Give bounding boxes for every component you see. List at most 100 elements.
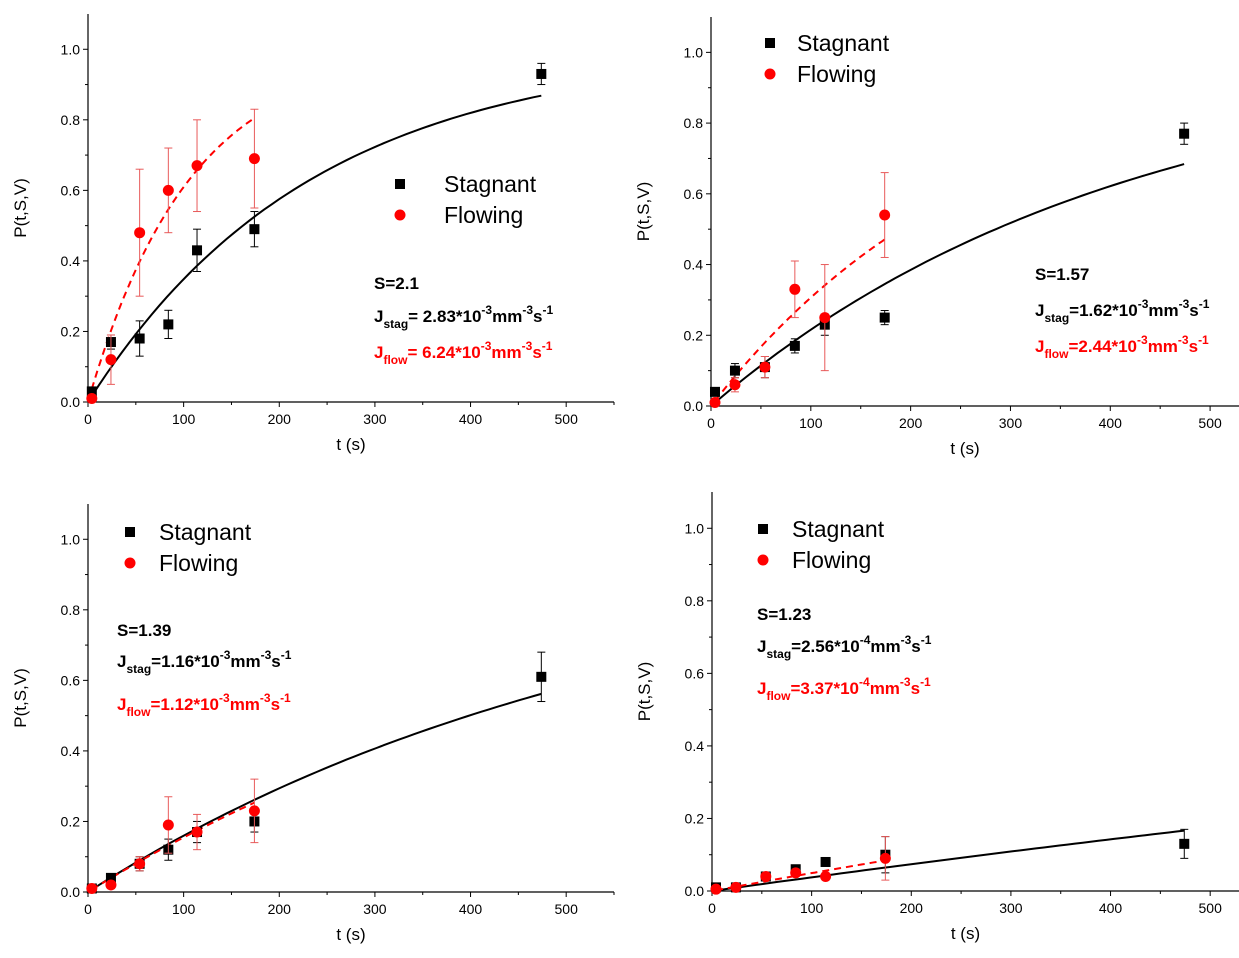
y-tick-label: 1.0 <box>61 531 81 547</box>
legend: Stagnant Flowing <box>764 30 890 87</box>
x-tick-label: 200 <box>268 411 292 427</box>
j-stag-label: Jstag= 2.83*10-3mm-3s-1 <box>374 303 553 331</box>
x-tick-label: 100 <box>172 901 196 917</box>
y-axis-label: P(t,S,V) <box>634 182 653 242</box>
chart-panel-3: 0.0 0.2 0.4 0.6 0.8 1.0 0 100 200 300 400 500 t (s) P… <box>11 504 615 944</box>
data-point-flowing <box>248 153 260 165</box>
legend-marker-stagnant <box>758 524 768 534</box>
x-tick-label: 0 <box>708 900 716 916</box>
legend-label-stagnant: Stagnant <box>444 171 537 197</box>
fit-curve-stagnant <box>91 692 542 891</box>
fit-curve-stagnant <box>714 163 1185 404</box>
y-tick-label: 0.8 <box>684 115 704 131</box>
x-tick-label: 300 <box>999 900 1023 916</box>
y-axis-label: P(t,S,V) <box>635 662 654 722</box>
data-point-stagnant <box>86 386 97 397</box>
y-tick-label: 0.4 <box>61 253 81 269</box>
data-point-stagnant <box>536 68 547 79</box>
x-tick-label: 500 <box>555 901 579 917</box>
chart-panel-1: 0.0 0.2 0.4 0.6 0.8 1.0 0 100 200 300 400 500 t (s) P… <box>11 14 615 454</box>
y-tick-label: 0.8 <box>685 593 705 609</box>
j-flow-label: Jflow=3.37*10-4mm-3s-1 <box>757 675 931 703</box>
fit-curve-stagnant <box>90 94 542 397</box>
legend-marker-flowing <box>124 557 136 569</box>
j-stag-label: Jstag=2.56*10-4mm-3s-1 <box>757 633 932 661</box>
series-flowing <box>86 778 260 894</box>
series-flowing <box>86 108 260 404</box>
data-point-flowing <box>248 805 260 817</box>
x-tick-label: 100 <box>800 900 824 916</box>
y-tick-label: 1.0 <box>684 44 704 60</box>
y-axis-label: P(t,S,V) <box>11 668 30 728</box>
y-tick-label: 0.6 <box>61 672 81 688</box>
fit-curve-flowing <box>714 238 886 402</box>
shape-factor-label: S=1.39 <box>117 621 171 640</box>
data-point-stagnant <box>105 872 116 883</box>
x-tick-label: 300 <box>999 415 1023 431</box>
data-point-flowing <box>105 354 117 366</box>
x-axis-label: t (s) <box>950 439 979 458</box>
data-point-flowing <box>162 184 174 196</box>
x-tick-label: 200 <box>900 900 924 916</box>
data-point-stagnant <box>249 224 260 235</box>
legend-label-flowing: Flowing <box>797 61 876 87</box>
y-tick-label: 0.2 <box>685 810 705 826</box>
data-point-stagnant <box>1179 838 1190 849</box>
x-tick-label: 100 <box>799 415 823 431</box>
y-tick-label: 0.4 <box>684 257 704 273</box>
data-point-flowing <box>819 312 831 324</box>
y-tick-label: 0.6 <box>684 186 704 202</box>
legend-label-flowing: Flowing <box>792 547 871 573</box>
data-point-flowing <box>191 826 203 838</box>
x-tick-label: 400 <box>1099 415 1123 431</box>
data-point-flowing <box>879 209 891 221</box>
y-tick-label: 0.4 <box>685 738 705 754</box>
legend: Stagnant Flowing <box>394 171 537 228</box>
x-axis-label: t (s) <box>951 924 980 943</box>
x-tick-label: 200 <box>268 901 292 917</box>
legend-label-stagnant: Stagnant <box>159 519 252 545</box>
data-point-flowing <box>134 227 146 239</box>
legend-label-stagnant: Stagnant <box>797 30 890 56</box>
data-point-flowing <box>789 283 801 295</box>
fit-curve-stagnant <box>715 829 1185 892</box>
data-point-flowing <box>162 819 174 831</box>
data-point-stagnant <box>879 312 890 323</box>
fit-curve-flowing <box>90 117 255 390</box>
data-point-flowing <box>710 883 722 895</box>
data-point-flowing <box>134 858 146 870</box>
legend-marker-flowing <box>764 68 776 80</box>
x-tick-label: 400 <box>1099 900 1123 916</box>
data-point-flowing <box>879 852 891 864</box>
x-tick-label: 400 <box>459 411 483 427</box>
y-tick-label: 0.2 <box>684 327 704 343</box>
y-tick-label: 0.8 <box>61 602 81 618</box>
legend-label-flowing: Flowing <box>444 202 523 228</box>
data-point-flowing <box>729 379 741 391</box>
y-tick-label: 0.0 <box>684 398 704 414</box>
x-axis-label: t (s) <box>336 925 365 944</box>
j-flow-label: Jflow=2.44*10-3mm-3s-1 <box>1035 333 1209 361</box>
y-tick-label: 0.6 <box>685 665 705 681</box>
y-tick-label: 1.0 <box>685 520 705 536</box>
data-point-flowing <box>709 396 721 408</box>
x-tick-label: 0 <box>707 415 715 431</box>
data-point-flowing <box>790 867 802 879</box>
data-point-flowing <box>730 881 742 893</box>
legend: Stagnant Flowing <box>757 516 885 573</box>
data-point-stagnant <box>820 856 831 867</box>
legend-marker-flowing <box>757 554 769 566</box>
x-tick-label: 500 <box>555 411 579 427</box>
y-tick-label: 1.0 <box>61 41 81 57</box>
data-point-stagnant <box>536 671 547 682</box>
chart-panel-4: 0.0 0.2 0.4 0.6 0.8 1.0 0 100 200 300 400 500 t (s) P… <box>635 492 1239 943</box>
legend-marker-stagnant <box>125 527 135 537</box>
legend-marker-stagnant <box>765 38 775 48</box>
data-point-stagnant <box>163 319 174 330</box>
y-tick-label: 0.0 <box>61 884 81 900</box>
chart-panel-2: 0.0 0.2 0.4 0.6 0.8 1.0 0 100 200 300 400 500 t (s) P… <box>634 17 1239 458</box>
y-tick-label: 0.0 <box>61 394 81 410</box>
data-point-stagnant <box>709 386 720 397</box>
x-axis-label: t (s) <box>336 435 365 454</box>
